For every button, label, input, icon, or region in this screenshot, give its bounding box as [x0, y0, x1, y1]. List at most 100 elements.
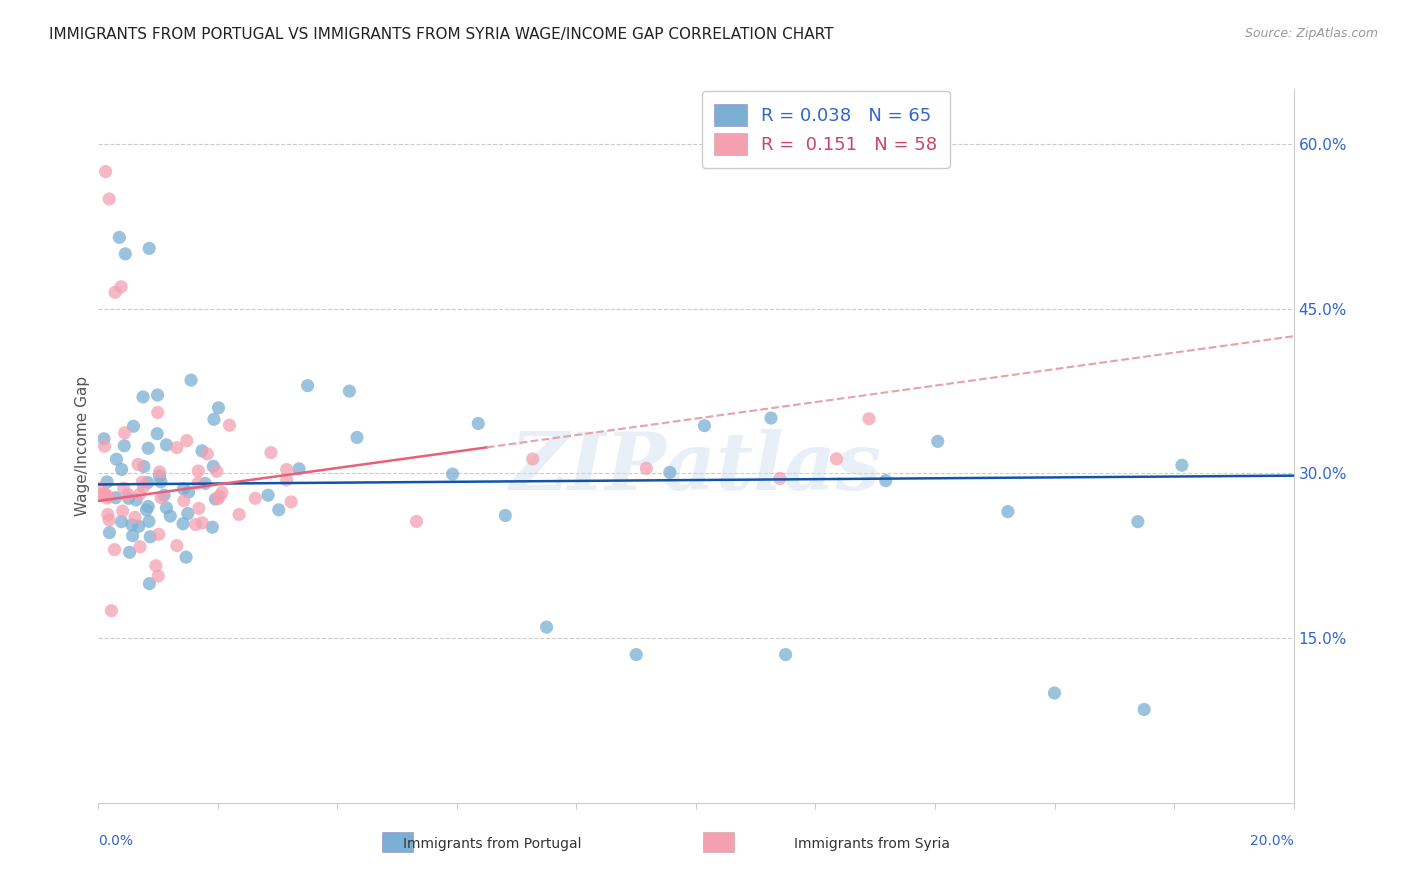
- Text: Immigrants from Portugal: Immigrants from Portugal: [404, 837, 581, 851]
- Point: [124, 510, 146, 524]
- Point: [146, 388, 169, 402]
- Point: [187, 464, 209, 478]
- Point: [110, 515, 132, 529]
- Point: [93, 432, 115, 446]
- Point: [927, 434, 949, 449]
- Point: [187, 501, 209, 516]
- Point: [177, 507, 200, 521]
- Point: [93, 439, 115, 453]
- Point: [858, 411, 880, 425]
- Point: [166, 441, 188, 455]
- Point: [769, 471, 792, 485]
- Point: [112, 481, 135, 495]
- Point: [297, 378, 319, 392]
- Point: [138, 576, 160, 591]
- Point: [105, 452, 128, 467]
- Point: [174, 550, 197, 565]
- Point: [98, 525, 121, 540]
- Point: [195, 447, 218, 461]
- Point: [111, 462, 134, 476]
- Point: [825, 451, 848, 466]
- Point: [153, 488, 176, 502]
- Point: [191, 443, 214, 458]
- Point: [125, 492, 148, 507]
- Point: [245, 491, 267, 506]
- Point: [132, 480, 155, 494]
- Point: [177, 485, 200, 500]
- Point: [104, 285, 127, 300]
- Point: [208, 489, 231, 503]
- Point: [260, 445, 283, 459]
- Point: [202, 412, 225, 426]
- Point: [173, 493, 195, 508]
- Point: [98, 192, 121, 206]
- Point: [204, 491, 226, 506]
- Point: [94, 164, 117, 178]
- Point: [267, 503, 290, 517]
- Point: [135, 503, 157, 517]
- Point: [346, 430, 368, 444]
- Point: [148, 527, 170, 541]
- Point: [288, 462, 311, 476]
- Point: [129, 540, 152, 554]
- Point: [132, 390, 155, 404]
- Point: [218, 418, 240, 433]
- Point: [211, 485, 233, 500]
- Point: [1133, 702, 1156, 716]
- Point: [138, 515, 160, 529]
- Point: [121, 517, 143, 532]
- Point: [205, 464, 228, 478]
- Point: [536, 620, 558, 634]
- Point: [100, 604, 122, 618]
- Point: [132, 459, 155, 474]
- Point: [96, 491, 118, 505]
- Point: [91, 481, 114, 495]
- Point: [997, 505, 1019, 519]
- Point: [494, 508, 516, 523]
- Point: [636, 461, 658, 475]
- Point: [207, 491, 229, 506]
- Point: [111, 504, 134, 518]
- Point: [148, 468, 170, 483]
- Text: IMMIGRANTS FROM PORTUGAL VS IMMIGRANTS FROM SYRIA WAGE/INCOME GAP CORRELATION CH: IMMIGRANTS FROM PORTUGAL VS IMMIGRANTS F…: [49, 27, 834, 42]
- Point: [148, 569, 170, 583]
- Point: [176, 434, 198, 448]
- Point: [405, 515, 427, 529]
- Point: [97, 508, 120, 522]
- Point: [104, 491, 127, 505]
- Point: [146, 405, 169, 419]
- Point: [96, 475, 118, 489]
- Point: [136, 500, 159, 514]
- Point: [187, 476, 209, 491]
- Text: Source: ZipAtlas.com: Source: ZipAtlas.com: [1244, 27, 1378, 40]
- Point: [228, 508, 250, 522]
- Point: [172, 516, 194, 531]
- Point: [110, 280, 132, 294]
- Point: [1043, 686, 1066, 700]
- Point: [155, 438, 177, 452]
- Point: [117, 491, 139, 506]
- Point: [114, 425, 136, 440]
- Point: [139, 530, 162, 544]
- Point: [1126, 515, 1149, 529]
- Point: [128, 519, 150, 533]
- Point: [276, 473, 298, 487]
- Point: [441, 467, 464, 481]
- Point: [276, 462, 298, 476]
- Point: [149, 465, 172, 479]
- Point: [118, 545, 141, 559]
- Point: [89, 487, 111, 501]
- Point: [693, 418, 716, 433]
- Point: [201, 520, 224, 534]
- Point: [128, 487, 150, 501]
- Text: Immigrants from Syria: Immigrants from Syria: [794, 837, 949, 851]
- Point: [159, 509, 181, 524]
- Point: [1171, 458, 1194, 473]
- Point: [280, 495, 302, 509]
- Point: [145, 558, 167, 573]
- Bar: [703, 832, 734, 852]
- Point: [775, 648, 797, 662]
- Point: [97, 489, 120, 503]
- Point: [191, 516, 214, 530]
- Point: [257, 488, 280, 502]
